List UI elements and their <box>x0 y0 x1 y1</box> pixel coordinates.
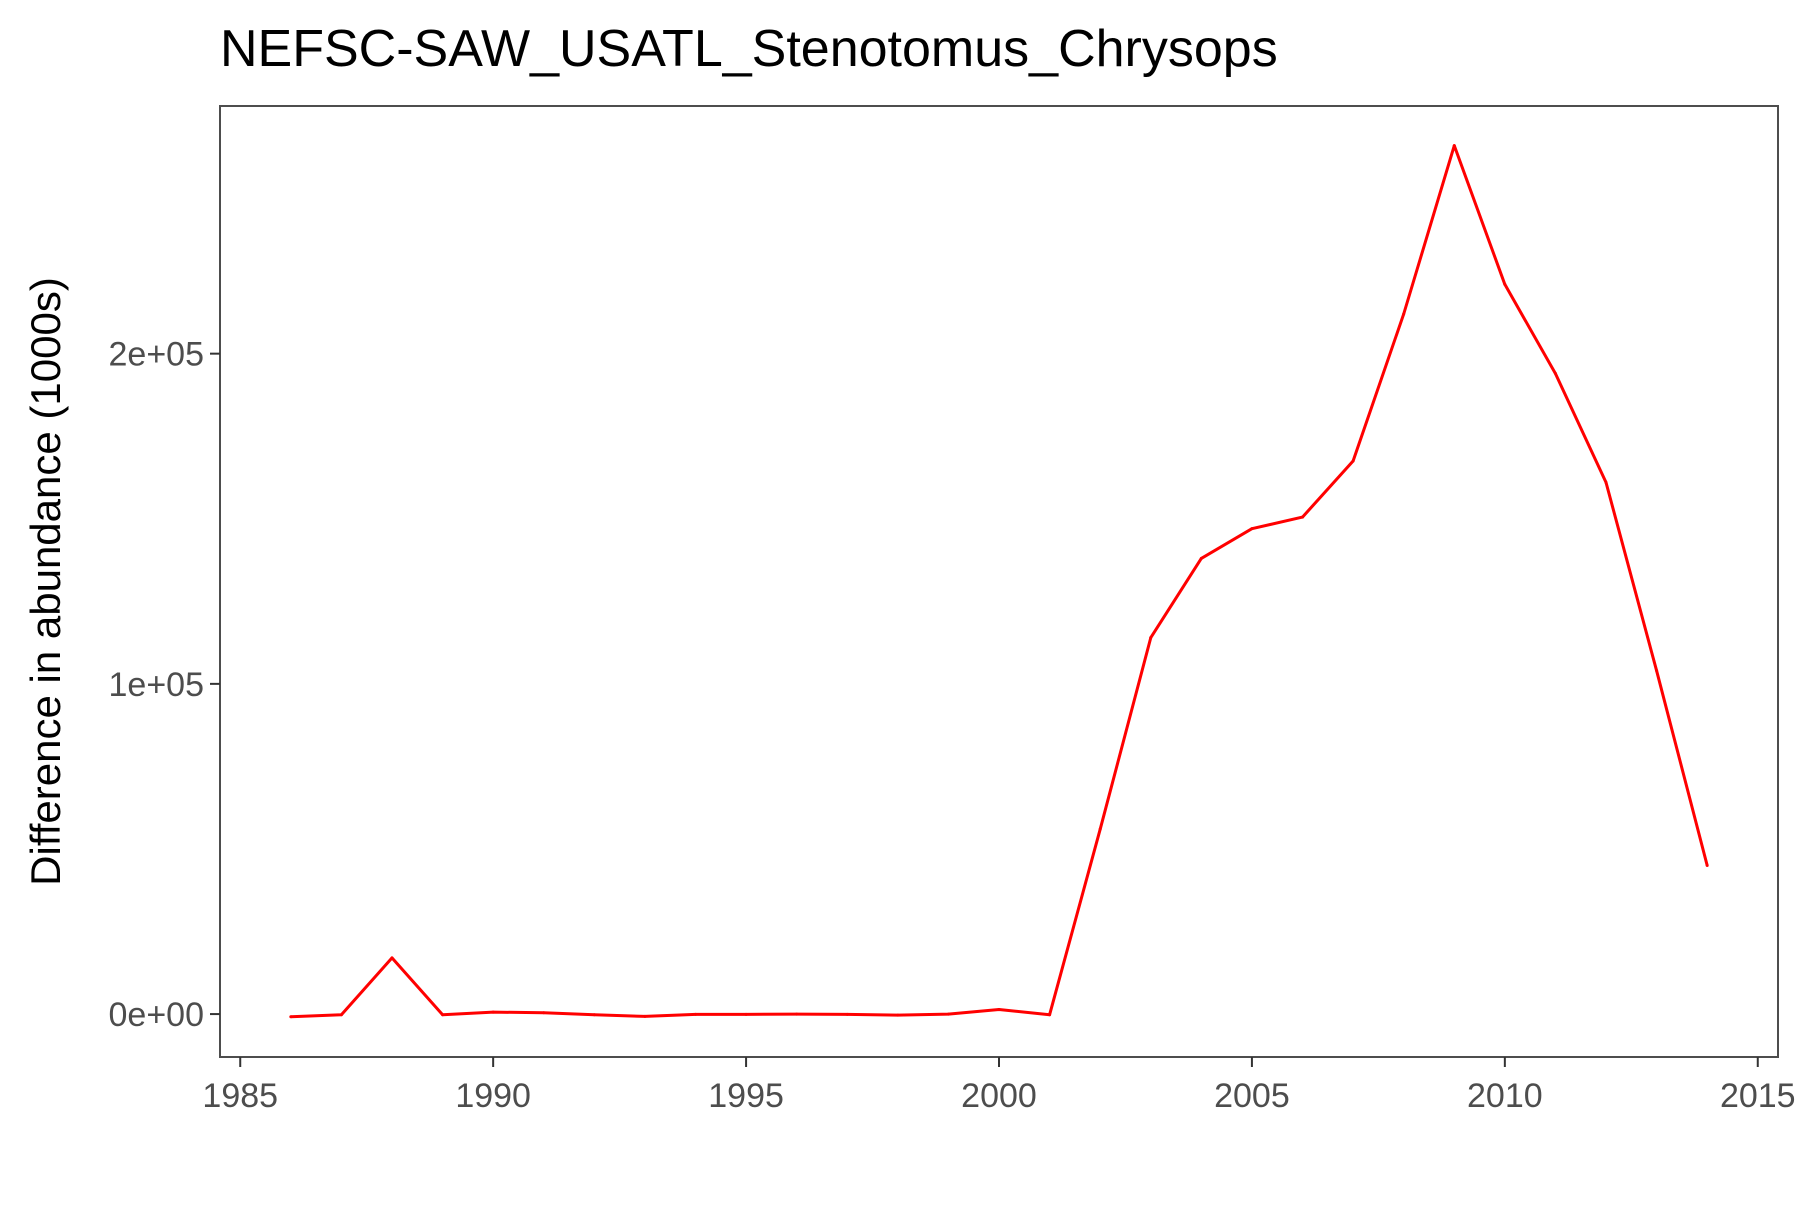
data-point <box>491 1010 495 1014</box>
data-point <box>1301 515 1305 519</box>
x-tick-label: 2015 <box>1720 1077 1796 1115</box>
data-point <box>946 1012 950 1016</box>
x-tick-label: 2005 <box>1214 1077 1290 1115</box>
series-layer <box>289 144 1709 1019</box>
data-point <box>542 1011 546 1015</box>
y-axis-title: Difference in abundance (1000s) <box>22 277 69 886</box>
y-axis: 0e+00 1e+05 2e+05 <box>109 336 220 1034</box>
x-tick-label: 2000 <box>961 1077 1037 1115</box>
data-point <box>1250 527 1254 531</box>
x-tick-label: 1985 <box>202 1077 278 1115</box>
data-point <box>1048 1013 1052 1017</box>
data-point <box>1503 282 1507 286</box>
data-point <box>1199 556 1203 560</box>
data-point <box>845 1012 849 1016</box>
y-tick-label: 2e+05 <box>109 336 205 374</box>
data-point <box>1553 371 1557 375</box>
data-point <box>441 1013 445 1017</box>
data-point <box>1655 669 1659 673</box>
data-point <box>795 1012 799 1016</box>
x-axis: 1985 1990 1995 2000 2005 2010 2015 <box>202 1057 1796 1115</box>
data-point <box>997 1007 1001 1011</box>
plot-panel <box>219 105 1779 1058</box>
data-point <box>289 1015 293 1019</box>
data-point <box>1098 827 1102 831</box>
data-point <box>896 1013 900 1017</box>
x-tick-label: 1995 <box>708 1077 784 1115</box>
data-point <box>693 1012 697 1016</box>
data-point <box>1149 636 1153 640</box>
chart-title: NEFSC-SAW_USATL_Stenotomus_Chrysops <box>220 20 1278 78</box>
data-point <box>1351 459 1355 463</box>
data-point <box>1705 863 1709 867</box>
y-tick-label: 1e+05 <box>109 666 205 704</box>
y-tick-label: 0e+00 <box>109 996 205 1034</box>
x-tick-label: 1990 <box>455 1077 531 1115</box>
data-point <box>1604 480 1608 484</box>
x-tick-label: 2010 <box>1467 1077 1543 1115</box>
data-point <box>592 1013 596 1017</box>
data-point <box>643 1014 647 1018</box>
data-point <box>1452 144 1456 148</box>
data-point <box>390 956 394 960</box>
data-point <box>1402 312 1406 316</box>
data-point <box>744 1012 748 1016</box>
data-point <box>339 1013 343 1017</box>
